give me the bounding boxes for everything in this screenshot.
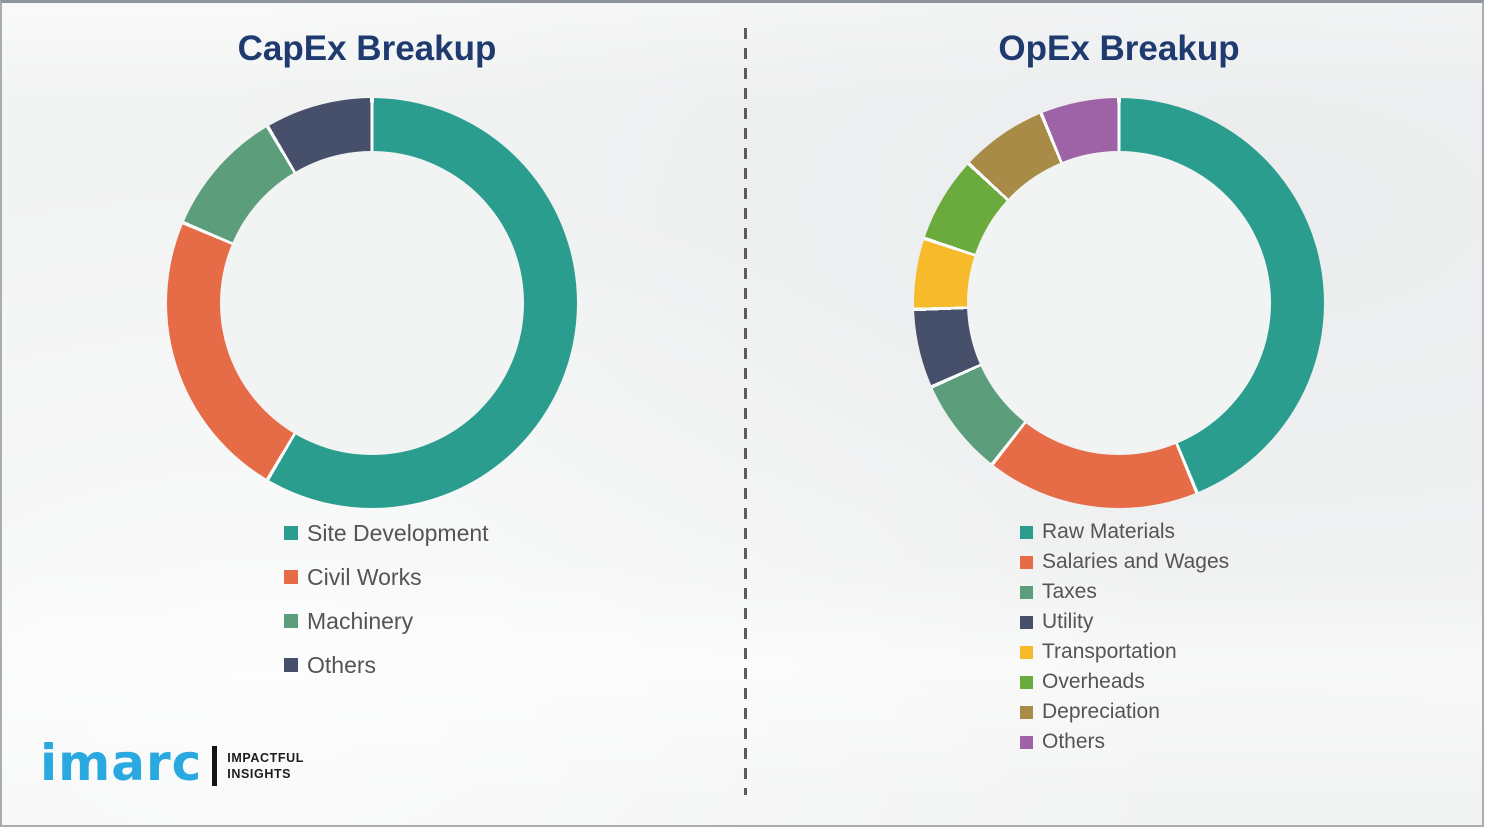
legend-label: Raw Materials (1042, 520, 1176, 543)
donut-hole (220, 151, 524, 455)
legend-swatch (284, 614, 298, 628)
logo-tagline: IMPACTFUL INSIGHTS (227, 750, 304, 783)
legend-item: Utility (1020, 607, 1229, 637)
logo-divider-bar (212, 746, 218, 786)
donut-hole (967, 151, 1271, 455)
legend-swatch (1020, 585, 1033, 599)
section-divider-dashed-line (744, 28, 747, 795)
legend-item: Salaries and Wages (1020, 547, 1229, 577)
legend-item: Civil Works (284, 555, 489, 599)
legend-item: Others (284, 643, 489, 687)
legend-swatch (1020, 705, 1033, 719)
legend-swatch (284, 526, 298, 540)
opex-donut-chart (914, 98, 1324, 508)
legend-label: Others (1042, 730, 1106, 753)
legend-label: Overheads (1042, 670, 1145, 693)
opex-title: OpEx Breakup (998, 29, 1240, 68)
legend-item: Depreciation (1020, 697, 1229, 727)
legend-swatch (284, 570, 298, 584)
legend-swatch (1020, 735, 1033, 749)
legend-item: Machinery (284, 599, 489, 643)
capex-donut-chart (167, 98, 577, 508)
legend-label: Transportation (1042, 640, 1177, 663)
legend-swatch (1020, 525, 1033, 539)
capex-legend: Site Development Civil Works Machinery O… (284, 511, 489, 687)
legend-item: Others (1020, 727, 1229, 757)
legend-label: Site Development (307, 519, 489, 546)
logo-brand-text: imarc (40, 734, 203, 792)
legend-swatch (1020, 555, 1033, 569)
legend-label: Taxes (1042, 580, 1097, 603)
legend-label: Salaries and Wages (1042, 550, 1230, 573)
legend-item: Site Development (284, 511, 489, 555)
legend-swatch (284, 658, 298, 672)
legend-item: Taxes (1020, 577, 1229, 607)
opex-legend: Raw Materials Salaries and Wages Taxes U… (1020, 517, 1229, 757)
legend-label: Machinery (307, 607, 414, 634)
legend-label: Others (307, 651, 377, 678)
capex-title: CapEx Breakup (237, 29, 497, 68)
logo-tagline-line2: INSIGHTS (227, 767, 292, 781)
legend-label: Depreciation (1042, 700, 1160, 723)
legend-label: Utility (1042, 610, 1094, 633)
legend-swatch (1020, 615, 1033, 629)
legend-swatch (1020, 675, 1033, 689)
legend-item: Transportation (1020, 637, 1229, 667)
imarc-logo: imarc IMPACTFUL INSIGHTS (40, 738, 304, 788)
legend-swatch (1020, 645, 1033, 659)
legend-item: Raw Materials (1020, 517, 1229, 547)
logo-tagline-line1: IMPACTFUL (227, 750, 304, 765)
legend-label: Civil Works (307, 563, 422, 590)
legend-item: Overheads (1020, 667, 1229, 697)
